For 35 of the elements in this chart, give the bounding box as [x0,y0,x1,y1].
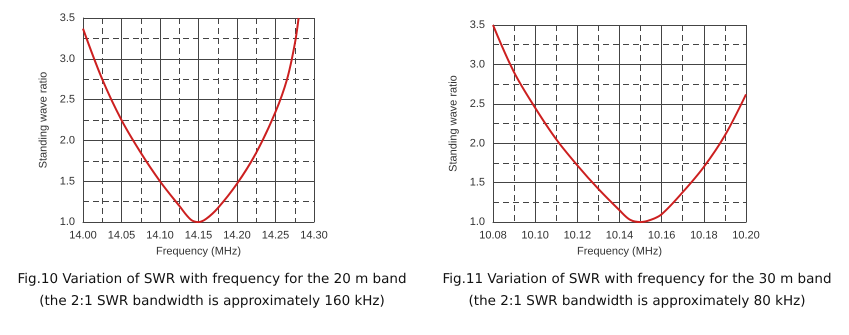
y-tick-label: 1.0 [470,216,485,228]
x-tick-label: 14.25 [262,230,290,242]
x-axis-title: Frequency (MHz) [156,246,241,258]
caption: Fig.10 Variation of SWR with frequency for the 20 m band [16,270,408,289]
y-tick-label: 3.0 [60,52,75,65]
x-tick-label: 10.20 [732,230,760,242]
x-tick-label: 14.15 [184,230,212,242]
text: (the 2:1 SWR bandwidth is approximately 160 kHz) [38,292,386,311]
caption: Fig.11 Variation of SWR with frequency for the 30 m band [441,270,833,289]
x-tick-label: 10.10 [521,230,549,242]
y-tick-label: 2.5 [60,94,75,106]
y-tick-label: 3.0 [470,58,485,70]
y-tick-label: 2.5 [470,98,485,110]
y-tick-label: 2.0 [60,134,75,146]
x-tick-label: 14.30 [300,230,328,242]
y-axis-title: Standing wave ratio [447,75,460,172]
text: (the 2:1 SWR bandwidth is approximately 80 kHz) [468,292,806,311]
y-tick-label: 3.5 [470,19,485,31]
x-tick-label: 14.05 [108,230,136,242]
y-tick-label: 1.0 [60,216,75,228]
y-axis-title: Standing wave ratio [37,72,50,168]
y-tick-label: 3.5 [60,12,75,24]
x-tick-label: 10.16 [648,230,676,242]
line-series [492,24,747,224]
x-tick-label: 14.20 [223,230,251,242]
y-tick-label: 2.0 [470,137,485,150]
y-tick-label: 1.5 [60,175,75,188]
y-tick-label: 1.5 [470,176,485,189]
x-tick-label: 10.12 [564,230,592,242]
x-tick-label: 14.00 [69,230,97,242]
x-tick-label: 10.18 [690,230,718,242]
x-tick-label: 10.14 [606,230,634,242]
x-tick-label: 14.10 [146,230,174,242]
x-axis-title: Frequency (MHz) [577,246,662,258]
x-tick-label: 10.08 [479,230,507,242]
